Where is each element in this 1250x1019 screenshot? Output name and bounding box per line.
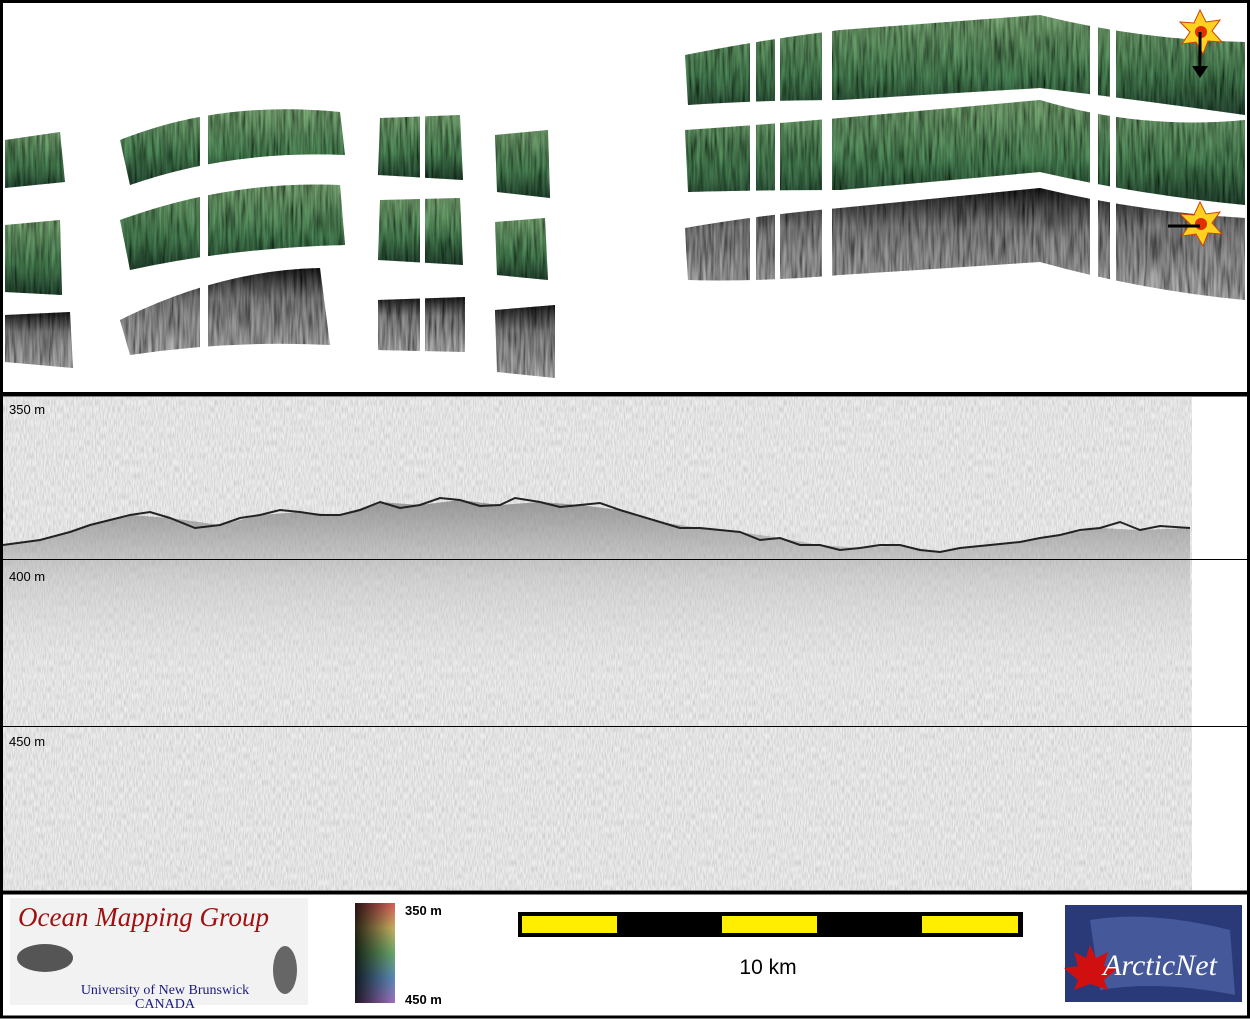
logo-country: CANADA — [135, 997, 196, 1012]
logo-university: University of New Brunswick — [81, 983, 249, 998]
logo-title: Ocean Mapping Group — [18, 902, 269, 932]
seabed-reflector — [2, 496, 1191, 554]
scale-bar-label: 10 km — [739, 956, 796, 979]
swath-gaps — [75, 20, 1116, 390]
omg-logo: Ocean Mapping Group University of New Br… — [10, 898, 308, 1012]
color-scale-top: 350 m — [405, 903, 442, 918]
sub-bottom — [3, 500, 1190, 700]
event-markers — [1168, 8, 1224, 248]
scale-bar: 10 km — [518, 912, 1023, 979]
depth-label: 350 m — [9, 402, 45, 417]
arcticnet-logo: ArcticNet — [1064, 905, 1242, 1002]
arcticnet-name: ArcticNet — [1101, 949, 1218, 982]
color-scale: 350 m 450 m — [355, 903, 442, 1007]
swath-right — [685, 15, 1245, 300]
depth-label: 450 m — [9, 734, 45, 749]
color-scale-bottom: 450 m — [405, 992, 442, 1007]
depth-label: 400 m — [9, 569, 45, 584]
